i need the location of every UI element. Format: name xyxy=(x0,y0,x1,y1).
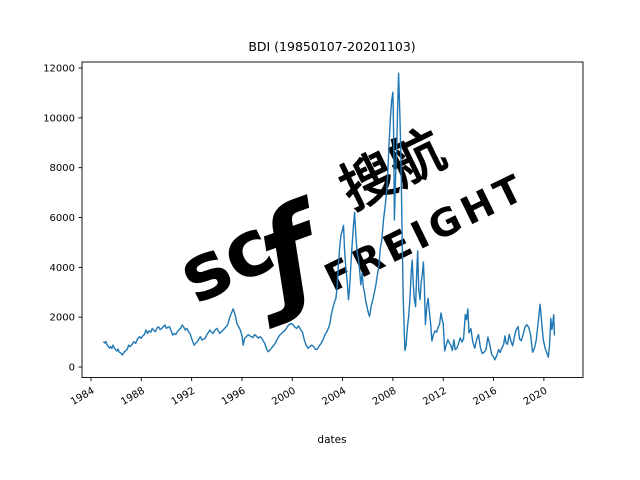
x-tick-label: 1992 xyxy=(170,386,198,408)
x-tick-label: 2004 xyxy=(321,386,349,408)
axes-frame xyxy=(81,61,584,378)
x-tick-label: 1996 xyxy=(220,386,248,408)
chart-title: BDI (19850107-20201103) xyxy=(248,39,415,54)
x-tick-label: 1988 xyxy=(119,386,147,408)
y-tick-label: 8000 xyxy=(50,163,75,174)
bdi-line xyxy=(103,72,556,361)
x-axis-label: dates xyxy=(317,434,346,446)
x-tick-label: 1984 xyxy=(69,386,97,408)
y-tick-label: 2000 xyxy=(50,313,75,324)
y-tick-label: 4000 xyxy=(50,263,75,274)
x-tick-label: 2020 xyxy=(522,386,550,408)
y-tick-label: 6000 xyxy=(50,213,75,224)
y-tick-label: 0 xyxy=(69,363,75,374)
y-tick-label: 10000 xyxy=(43,113,75,124)
x-tick-label: 2000 xyxy=(270,386,298,408)
x-tick-label: 2016 xyxy=(472,386,500,408)
bdi-series-line xyxy=(103,72,556,361)
x-tick-label: 2008 xyxy=(371,386,399,408)
x-tick-label: 2012 xyxy=(421,386,449,408)
y-tick-label: 12000 xyxy=(43,64,75,75)
